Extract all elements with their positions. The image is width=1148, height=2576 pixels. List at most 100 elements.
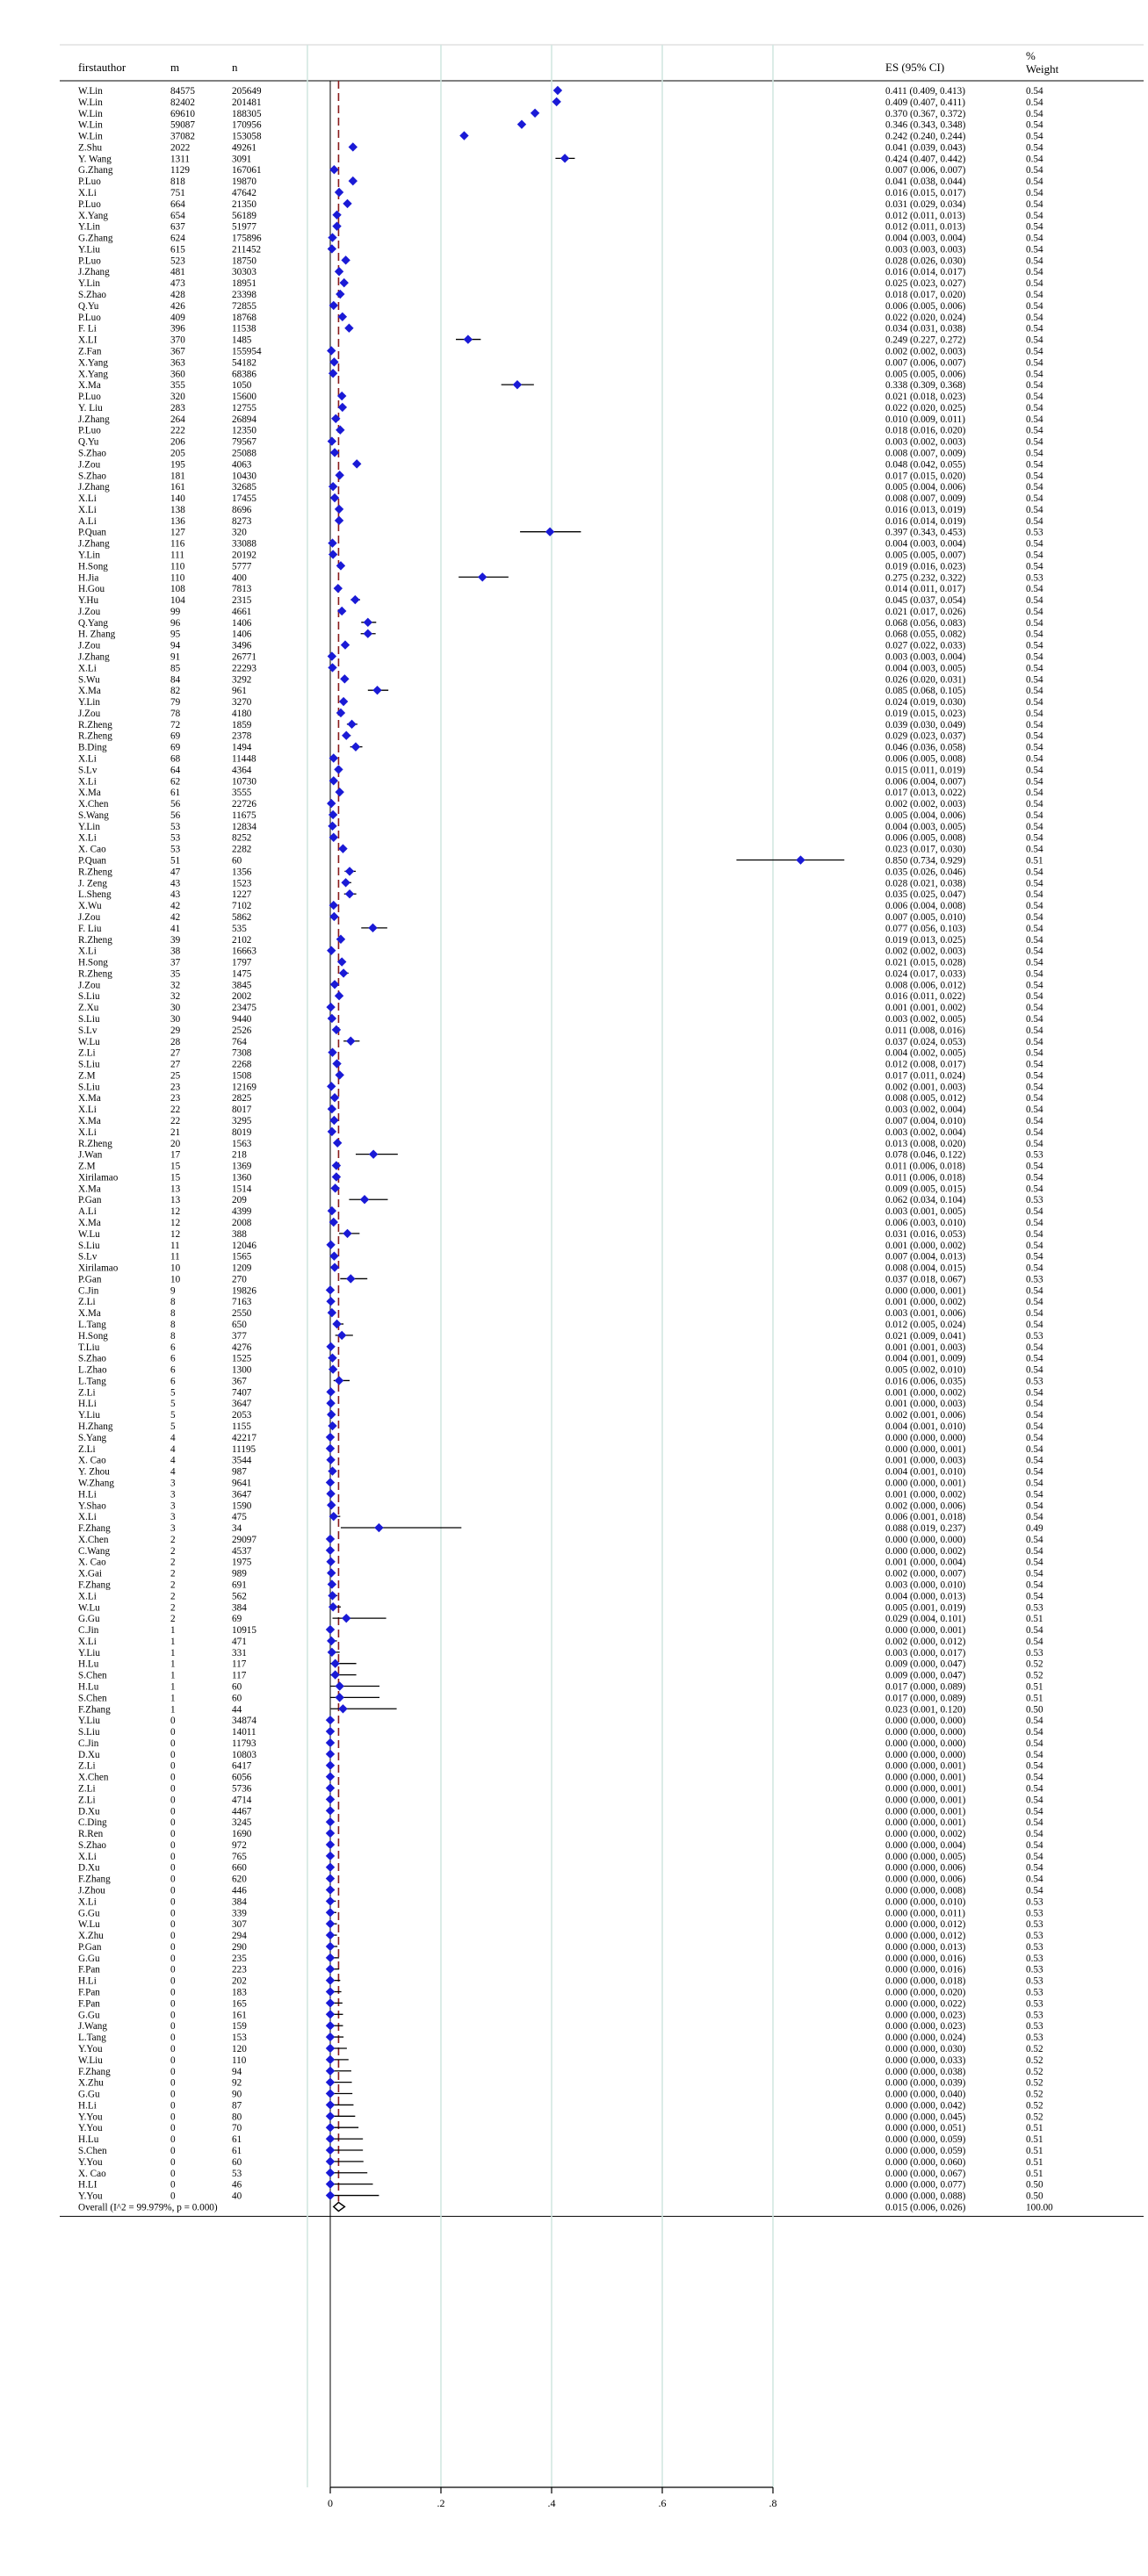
study-point-estimate [327, 1126, 337, 1137]
table-row: F.Zhang 1 44 0.023 (0.001, 0.120) 0.50 [78, 1704, 1043, 1715]
study-point-estimate [325, 2112, 336, 2121]
study-n: 72855 [232, 301, 256, 312]
study-es-ci: 0.015 (0.011, 0.019) [885, 765, 965, 775]
study-weight: 0.54 [1026, 109, 1043, 119]
study-m: 0 [170, 2146, 176, 2156]
study-weight: 0.54 [1026, 426, 1043, 436]
study-n: 3091 [232, 154, 251, 164]
study-point-estimate [332, 210, 342, 219]
study-weight: 0.54 [1026, 414, 1043, 425]
study-es-ci: 0.037 (0.018, 0.067) [885, 1274, 966, 1284]
study-es-ci: 0.007 (0.004, 0.010) [885, 1116, 966, 1126]
study-author: Z.M [78, 1070, 96, 1081]
table-row: F.Zhang 3 34 0.088 (0.019, 0.237) 0.49 [78, 1522, 1043, 1534]
study-n: 294 [232, 1931, 247, 1941]
study-n: 10803 [232, 1750, 256, 1760]
study-point-estimate [329, 1217, 338, 1227]
study-n: 11793 [232, 1738, 256, 1749]
study-author: X.Yang [78, 357, 108, 368]
study-author: D.Xu [78, 1863, 100, 1874]
study-point-estimate [329, 1511, 338, 1522]
table-row: S.Zhao 205 25088 0.008 (0.007, 0.009) 0.54 [78, 448, 1043, 458]
study-m: 2 [170, 1602, 176, 1613]
study-es-ci: 0.850 (0.734, 0.929) [885, 856, 966, 867]
study-m: 363 [170, 357, 185, 368]
study-es-ci: 0.004 (0.003, 0.005) [885, 663, 966, 673]
study-es-ci: 0.019 (0.016, 0.023) [885, 561, 966, 572]
study-weight: 0.49 [1026, 1523, 1043, 1534]
study-author: X.Ma [78, 380, 101, 391]
study-n: 1523 [232, 878, 252, 889]
study-es-ci: 0.003 (0.001, 0.005) [885, 1206, 966, 1217]
table-row: R.Zheng 72 1859 0.039 (0.030, 0.049) 0.54 [78, 719, 1043, 730]
study-m: 38 [170, 946, 181, 957]
study-point-estimate [346, 1274, 356, 1284]
study-point-estimate [325, 1918, 336, 1929]
study-m: 69610 [170, 109, 195, 119]
study-m: 0 [170, 2169, 176, 2179]
study-n: 5777 [232, 561, 252, 572]
study-point-estimate [335, 1681, 344, 1691]
study-m: 0 [170, 1954, 176, 1964]
study-es-ci: 0.370 (0.367, 0.372) [885, 109, 966, 119]
study-weight: 0.54 [1026, 765, 1043, 775]
study-point-estimate [338, 968, 349, 978]
study-weight: 0.54 [1026, 313, 1043, 323]
study-es-ci: 0.022 (0.020, 0.025) [885, 403, 966, 414]
study-es-ci: 0.007 (0.006, 0.007) [885, 165, 966, 176]
table-row: J.Zhang 264 26894 0.010 (0.009, 0.011) 0.54 [78, 414, 1043, 425]
study-author: Z.M [78, 1162, 96, 1172]
study-m: 51 [170, 856, 180, 867]
study-author: Y.Liu [78, 1410, 100, 1421]
study-author: X.Li [78, 1105, 97, 1115]
study-point-estimate [325, 1545, 336, 1556]
study-m: 0 [170, 1806, 176, 1817]
study-point-estimate [325, 1896, 336, 1906]
study-n: 972 [232, 1840, 247, 1851]
study-weight: 0.54 [1026, 471, 1043, 481]
study-author: X.Yang [78, 369, 108, 379]
study-author: W.Lin [78, 132, 103, 142]
table-row: X.Yang 363 54182 0.007 (0.006, 0.007) 0.54 [78, 357, 1043, 368]
table-row: Y.You 0 60 0.000 (0.000, 0.060) 0.51 [78, 2156, 1043, 2168]
study-weight: 0.54 [1026, 392, 1043, 402]
table-row: Y.Shao 3 1590 0.002 (0.000, 0.006) 0.54 [78, 1500, 1043, 1511]
study-point-estimate [325, 1715, 336, 1725]
study-weight: 0.51 [1026, 1614, 1043, 1624]
study-weight: 0.53 [1026, 572, 1043, 583]
study-point-estimate [325, 2010, 336, 2019]
study-n: 10430 [232, 471, 256, 481]
study-point-estimate [347, 719, 357, 730]
study-es-ci: 0.088 (0.019, 0.237) [885, 1523, 966, 1534]
study-weight: 0.54 [1026, 1625, 1043, 1636]
study-n: 1494 [232, 743, 252, 753]
study-es-ci: 0.006 (0.003, 0.010) [885, 1218, 966, 1228]
study-author: Z.Fan [78, 346, 102, 356]
study-es-ci: 0.012 (0.008, 0.017) [885, 1060, 966, 1070]
study-es-ci: 0.397 (0.343, 0.453) [885, 528, 966, 538]
study-author: X. Cao [78, 845, 106, 855]
study-n: 1565 [232, 1252, 252, 1263]
study-n: 22293 [232, 663, 256, 673]
study-author: H. Zhang [78, 630, 116, 640]
study-m: 136 [170, 516, 185, 527]
study-point-estimate [326, 1455, 336, 1464]
study-m: 0 [170, 1795, 176, 1805]
study-point-estimate [327, 651, 337, 661]
study-author: Y.Liu [78, 1716, 100, 1726]
study-point-estimate [335, 471, 344, 480]
study-weight: 0.54 [1026, 1637, 1043, 1647]
study-weight: 0.54 [1026, 618, 1043, 629]
study-es-ci: 0.001 (0.000, 0.002) [885, 1387, 966, 1398]
study-author: H.Gou [78, 584, 105, 594]
study-weight: 0.53 [1026, 1376, 1043, 1386]
study-author: X.Li [78, 1591, 97, 1601]
study-n: 3496 [232, 641, 252, 651]
study-weight: 0.54 [1026, 1410, 1043, 1421]
study-point-estimate [325, 1975, 336, 1985]
study-author: S.Zhao [78, 448, 106, 458]
table-row: J.Zou 99 4661 0.021 (0.017, 0.026) 0.54 [78, 606, 1043, 617]
study-m: 6 [170, 1376, 176, 1386]
study-weight: 0.54 [1026, 935, 1043, 946]
table-row: C.Jin 9 19826 0.000 (0.000, 0.001) 0.54 [78, 1285, 1043, 1296]
